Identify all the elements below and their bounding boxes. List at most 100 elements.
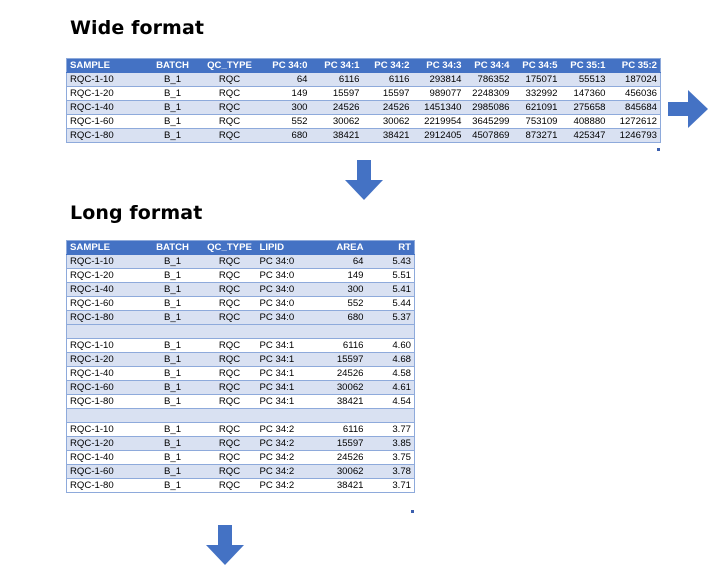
empty-cell[interactable]: [256, 324, 319, 339]
table-cell[interactable]: RQC: [202, 72, 257, 87]
table-cell[interactable]: 5.51: [366, 268, 415, 283]
table-cell[interactable]: 2248309: [464, 86, 513, 101]
table-cell[interactable]: B_1: [142, 72, 203, 87]
column-header[interactable]: PC 35:1: [560, 58, 609, 73]
column-header[interactable]: PC 34:4: [464, 58, 513, 73]
table-cell[interactable]: PC 34:0: [256, 282, 319, 297]
table-cell[interactable]: 4.68: [366, 352, 415, 367]
table-cell[interactable]: RQC-1-80: [66, 478, 143, 493]
column-header[interactable]: QC_TYPE: [202, 58, 257, 73]
table-row[interactable]: RQC-1-60 B_1 RQC PC 34:0 552 5.44: [66, 296, 415, 311]
column-header[interactable]: AREA: [318, 240, 367, 255]
table-cell[interactable]: RQC: [202, 282, 257, 297]
column-header[interactable]: BATCH: [142, 58, 203, 73]
table-cell[interactable]: PC 34:2: [256, 422, 319, 437]
table-cell[interactable]: B_1: [142, 100, 203, 115]
table-cell[interactable]: B_1: [142, 296, 203, 311]
table-cell[interactable]: RQC: [202, 478, 257, 493]
table-row[interactable]: RQC-1-10 B_1 RQC PC 34:0 64 5.43: [66, 254, 415, 269]
empty-cell[interactable]: [318, 408, 367, 423]
column-header[interactable]: LIPID: [256, 240, 319, 255]
table-cell[interactable]: 6116: [318, 338, 367, 353]
table-resize-handle[interactable]: [657, 148, 660, 151]
table-cell[interactable]: 456036: [608, 86, 661, 101]
table-cell[interactable]: RQC: [202, 422, 257, 437]
empty-cell[interactable]: [318, 324, 367, 339]
table-cell[interactable]: 1272612: [608, 114, 661, 129]
table-row[interactable]: RQC-1-10 B_1 RQC PC 34:2 6116 3.77: [66, 422, 415, 437]
table-cell[interactable]: 6116: [310, 72, 363, 87]
table-cell[interactable]: B_1: [142, 380, 203, 395]
column-header[interactable]: SAMPLE: [66, 58, 143, 73]
empty-cell[interactable]: [202, 324, 257, 339]
table-row[interactable]: RQC-1-20 B_1 RQC PC 34:1 15597 4.68: [66, 352, 415, 367]
table-cell[interactable]: 3645299: [464, 114, 513, 129]
table-cell[interactable]: 425347: [560, 128, 609, 143]
table-cell[interactable]: B_1: [142, 436, 203, 451]
table-cell[interactable]: 989077: [412, 86, 465, 101]
table-cell[interactable]: PC 34:0: [256, 254, 319, 269]
table-cell[interactable]: 408880: [560, 114, 609, 129]
table-cell[interactable]: 15597: [318, 352, 367, 367]
table-cell[interactable]: B_1: [142, 254, 203, 269]
table-cell[interactable]: B_1: [142, 338, 203, 353]
table-cell[interactable]: 24526: [362, 100, 413, 115]
table-cell[interactable]: 149: [256, 86, 311, 101]
column-header[interactable]: PC 34:2: [362, 58, 413, 73]
table-cell[interactable]: 64: [256, 72, 311, 87]
table-cell[interactable]: 38421: [310, 128, 363, 143]
empty-cell[interactable]: [142, 408, 203, 423]
table-cell[interactable]: RQC-1-40: [66, 450, 143, 465]
table-cell[interactable]: 15597: [362, 86, 413, 101]
table-cell[interactable]: PC 34:1: [256, 366, 319, 381]
table-cell[interactable]: RQC: [202, 366, 257, 381]
table-cell[interactable]: 552: [318, 296, 367, 311]
table-row[interactable]: RQC-1-10 B_1 RQC PC 34:1 6116 4.60: [66, 338, 415, 353]
table-cell[interactable]: 38421: [318, 478, 367, 493]
table-cell[interactable]: B_1: [142, 268, 203, 283]
table-cell[interactable]: RQC-1-60: [66, 464, 143, 479]
table-row[interactable]: RQC-1-20 B_1 RQC PC 34:2 15597 3.85: [66, 436, 415, 451]
table-cell[interactable]: RQC: [202, 86, 257, 101]
table-cell[interactable]: PC 34:1: [256, 352, 319, 367]
table-cell[interactable]: RQC-1-60: [66, 114, 143, 129]
table-cell[interactable]: RQC: [202, 128, 257, 143]
empty-cell[interactable]: [66, 408, 143, 423]
table-cell[interactable]: RQC-1-40: [66, 282, 143, 297]
table-cell[interactable]: PC 34:0: [256, 310, 319, 325]
table-cell[interactable]: 2985086: [464, 100, 513, 115]
table-cell[interactable]: 15597: [318, 436, 367, 451]
column-header[interactable]: PC 34:1: [310, 58, 363, 73]
table-cell[interactable]: 4.58: [366, 366, 415, 381]
table-cell[interactable]: 6116: [362, 72, 413, 87]
table-cell[interactable]: 3.77: [366, 422, 415, 437]
table-cell[interactable]: RQC: [202, 464, 257, 479]
table-cell[interactable]: 845684: [608, 100, 661, 115]
table-row[interactable]: RQC-1-40 B_1 RQC PC 34:2 24526 3.75: [66, 450, 415, 465]
table-cell[interactable]: RQC: [202, 100, 257, 115]
table-cell[interactable]: RQC: [202, 352, 257, 367]
column-header[interactable]: QC_TYPE: [202, 240, 257, 255]
table-cell[interactable]: RQC: [202, 114, 257, 129]
table-cell[interactable]: 6116: [318, 422, 367, 437]
column-header[interactable]: SAMPLE: [66, 240, 143, 255]
table-cell[interactable]: RQC: [202, 310, 257, 325]
column-header[interactable]: PC 34:0: [256, 58, 311, 73]
table-cell[interactable]: B_1: [142, 478, 203, 493]
table-cell[interactable]: 55513: [560, 72, 609, 87]
table-cell[interactable]: RQC: [202, 450, 257, 465]
table-cell[interactable]: 4.61: [366, 380, 415, 395]
table-cell[interactable]: RQC: [202, 296, 257, 311]
table-cell[interactable]: RQC-1-80: [66, 310, 143, 325]
table-cell[interactable]: PC 34:1: [256, 338, 319, 353]
table-cell[interactable]: 30062: [318, 380, 367, 395]
table-cell[interactable]: PC 34:2: [256, 436, 319, 451]
table-cell[interactable]: 4.54: [366, 394, 415, 409]
table-cell[interactable]: 4.60: [366, 338, 415, 353]
table-resize-handle[interactable]: [411, 510, 414, 513]
table-cell[interactable]: RQC-1-10: [66, 338, 143, 353]
table-cell[interactable]: 1451340: [412, 100, 465, 115]
column-header[interactable]: BATCH: [142, 240, 203, 255]
empty-cell[interactable]: [142, 324, 203, 339]
table-cell[interactable]: RQC: [202, 268, 257, 283]
